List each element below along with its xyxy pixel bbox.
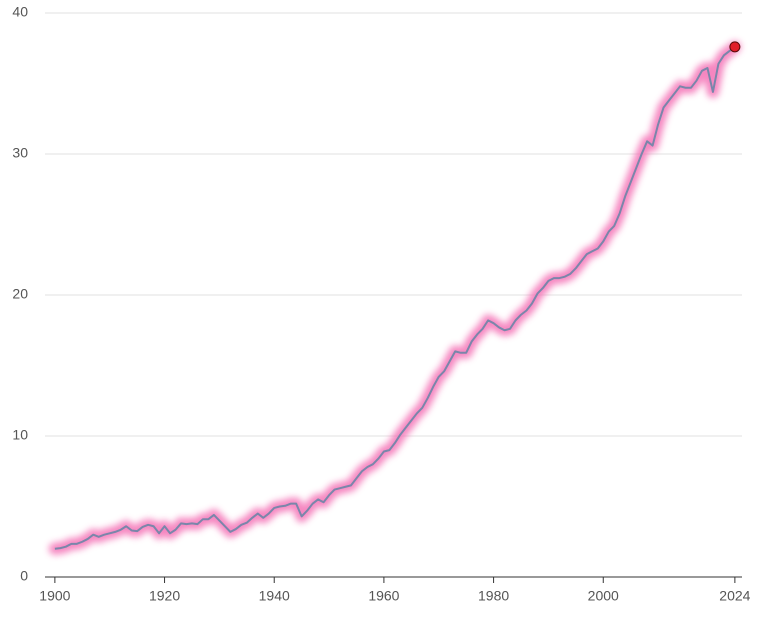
x-tick-label: 1960	[368, 588, 399, 604]
line	[54, 46, 736, 550]
y-tick-label: 30	[12, 145, 28, 161]
x-tick-label: 1900	[39, 588, 70, 604]
y-tick-label: 10	[12, 427, 28, 443]
x-tick-label: 1980	[478, 588, 509, 604]
y-tick-label: 40	[12, 4, 28, 20]
x-tick-label: 2000	[588, 588, 619, 604]
y-tick-label: 20	[12, 286, 28, 302]
line-glow	[48, 40, 741, 555]
last-point-marker	[729, 41, 741, 53]
x-tick-label: 2024	[719, 588, 750, 604]
x-tick-label: 1940	[259, 588, 290, 604]
x-tick-label: 1920	[149, 588, 180, 604]
y-tick-label: 0	[20, 568, 28, 584]
